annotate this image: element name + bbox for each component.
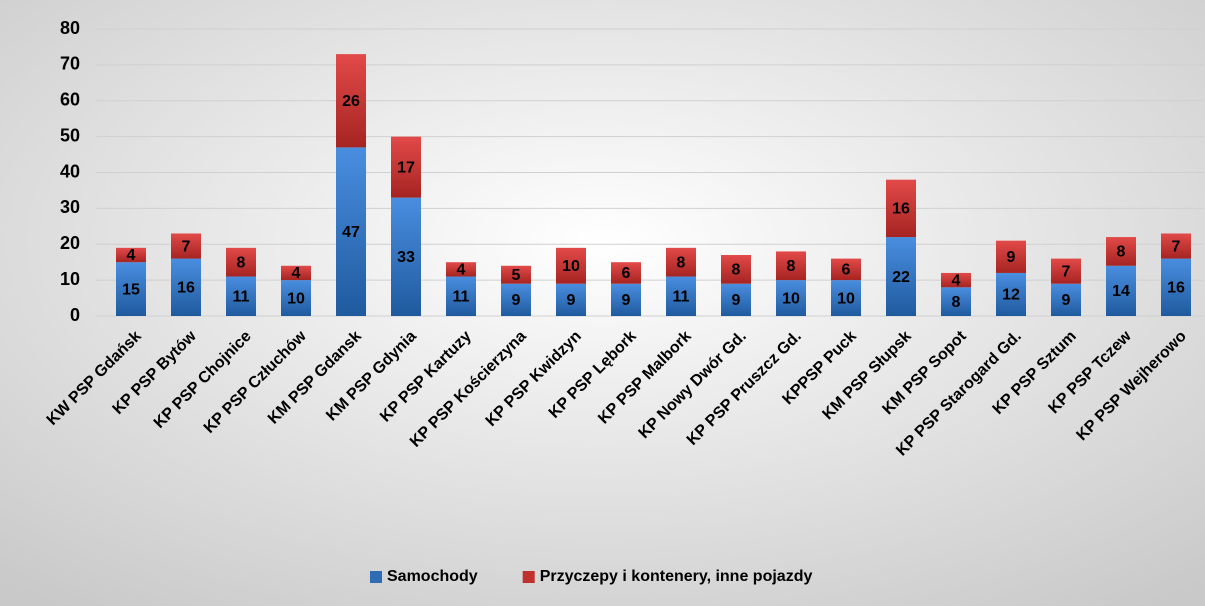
bar-segment (116, 247, 146, 263)
data-label: 9 (1007, 249, 1016, 266)
bar-segment (171, 233, 201, 259)
data-label: 8 (1117, 244, 1126, 261)
y-tick-label: 10 (60, 269, 80, 289)
bar-segment (226, 247, 256, 277)
y-tick-label: 30 (60, 197, 80, 217)
legend-label: Przyczepy i kontenery, inne pojazdy (540, 568, 813, 585)
bar-segment (996, 272, 1026, 316)
bar-segment (391, 136, 421, 198)
data-label: 17 (397, 159, 415, 176)
bar-segment (941, 272, 971, 288)
data-label: 16 (892, 201, 910, 218)
data-label: 16 (177, 280, 195, 297)
bar-segment (336, 147, 366, 316)
data-label: 11 (233, 288, 250, 305)
data-label: 9 (732, 292, 741, 309)
data-label: 15 (122, 281, 140, 298)
bar-segment (501, 265, 531, 284)
bar-segment (281, 265, 311, 281)
bar-segment (611, 283, 641, 316)
bar-segment (941, 287, 971, 316)
bar-segment (1051, 258, 1081, 284)
data-label: 16 (1167, 280, 1185, 297)
y-tick-label: 60 (60, 90, 80, 110)
data-label: 8 (677, 254, 686, 271)
data-label: 4 (952, 272, 961, 289)
data-label: 9 (622, 292, 631, 309)
data-label: 10 (562, 258, 580, 275)
data-label: 10 (287, 290, 305, 307)
bar-segment (116, 262, 146, 316)
y-tick-label: 20 (60, 233, 80, 253)
data-label: 8 (237, 254, 246, 271)
bar-segment (1161, 233, 1191, 259)
data-label: 47 (342, 224, 360, 241)
bar-segment (1161, 258, 1191, 316)
data-label: 22 (892, 269, 910, 286)
bar-segment (996, 240, 1026, 273)
data-label: 6 (842, 262, 851, 279)
legend-label: Samochody (387, 568, 478, 585)
data-label: 4 (292, 265, 301, 282)
y-tick-label: 50 (60, 125, 80, 145)
data-label: 6 (622, 265, 631, 282)
bar-segment (721, 283, 751, 316)
data-label: 12 (1002, 287, 1020, 304)
data-label: 9 (567, 292, 576, 309)
bar-segment (666, 276, 696, 316)
data-label: 7 (1172, 238, 1181, 255)
data-label: 11 (453, 288, 470, 305)
data-label: 10 (782, 290, 800, 307)
bar-segment (556, 283, 586, 316)
data-label: 10 (837, 290, 855, 307)
data-label: 7 (1062, 263, 1071, 280)
bar-segment (776, 280, 806, 316)
bar-segment (776, 251, 806, 281)
bar-segment (721, 255, 751, 284)
bar-segment (886, 179, 916, 238)
data-label: 4 (457, 262, 466, 279)
y-tick-label: 40 (60, 161, 80, 181)
data-label: 9 (512, 292, 521, 309)
bar-segment (556, 247, 586, 284)
bar-segment (226, 276, 256, 316)
bar-segment (336, 54, 366, 148)
bar-segment (446, 262, 476, 277)
data-label: 7 (182, 238, 191, 255)
data-label: 26 (342, 93, 360, 110)
legend-swatch (522, 571, 535, 583)
bar-segment (611, 262, 641, 284)
bar-segment (886, 237, 916, 316)
bar-segment (1106, 237, 1136, 266)
y-tick-label: 0 (70, 305, 80, 325)
bar-segment (831, 258, 861, 281)
y-tick-label: 80 (60, 18, 80, 38)
y-tick-label: 70 (60, 54, 80, 74)
data-label: 4 (127, 247, 136, 264)
bar-segment (1051, 283, 1081, 316)
data-label: 9 (1062, 292, 1071, 309)
bar-segment (1106, 265, 1136, 316)
bar-segment (391, 197, 421, 316)
legend-swatch (370, 571, 382, 583)
data-label: 8 (952, 294, 961, 311)
bar-segment (831, 280, 861, 316)
bar-segment (281, 280, 311, 316)
bar-segment (446, 276, 476, 316)
data-label: 8 (732, 262, 741, 279)
bar-segment (171, 258, 201, 316)
bar-segment (666, 247, 696, 277)
data-label: 14 (1112, 283, 1130, 300)
bar-segment (501, 283, 531, 316)
data-label: 11 (673, 288, 690, 305)
data-label: 33 (397, 249, 415, 266)
data-label: 5 (512, 267, 521, 284)
data-label: 8 (787, 258, 796, 275)
